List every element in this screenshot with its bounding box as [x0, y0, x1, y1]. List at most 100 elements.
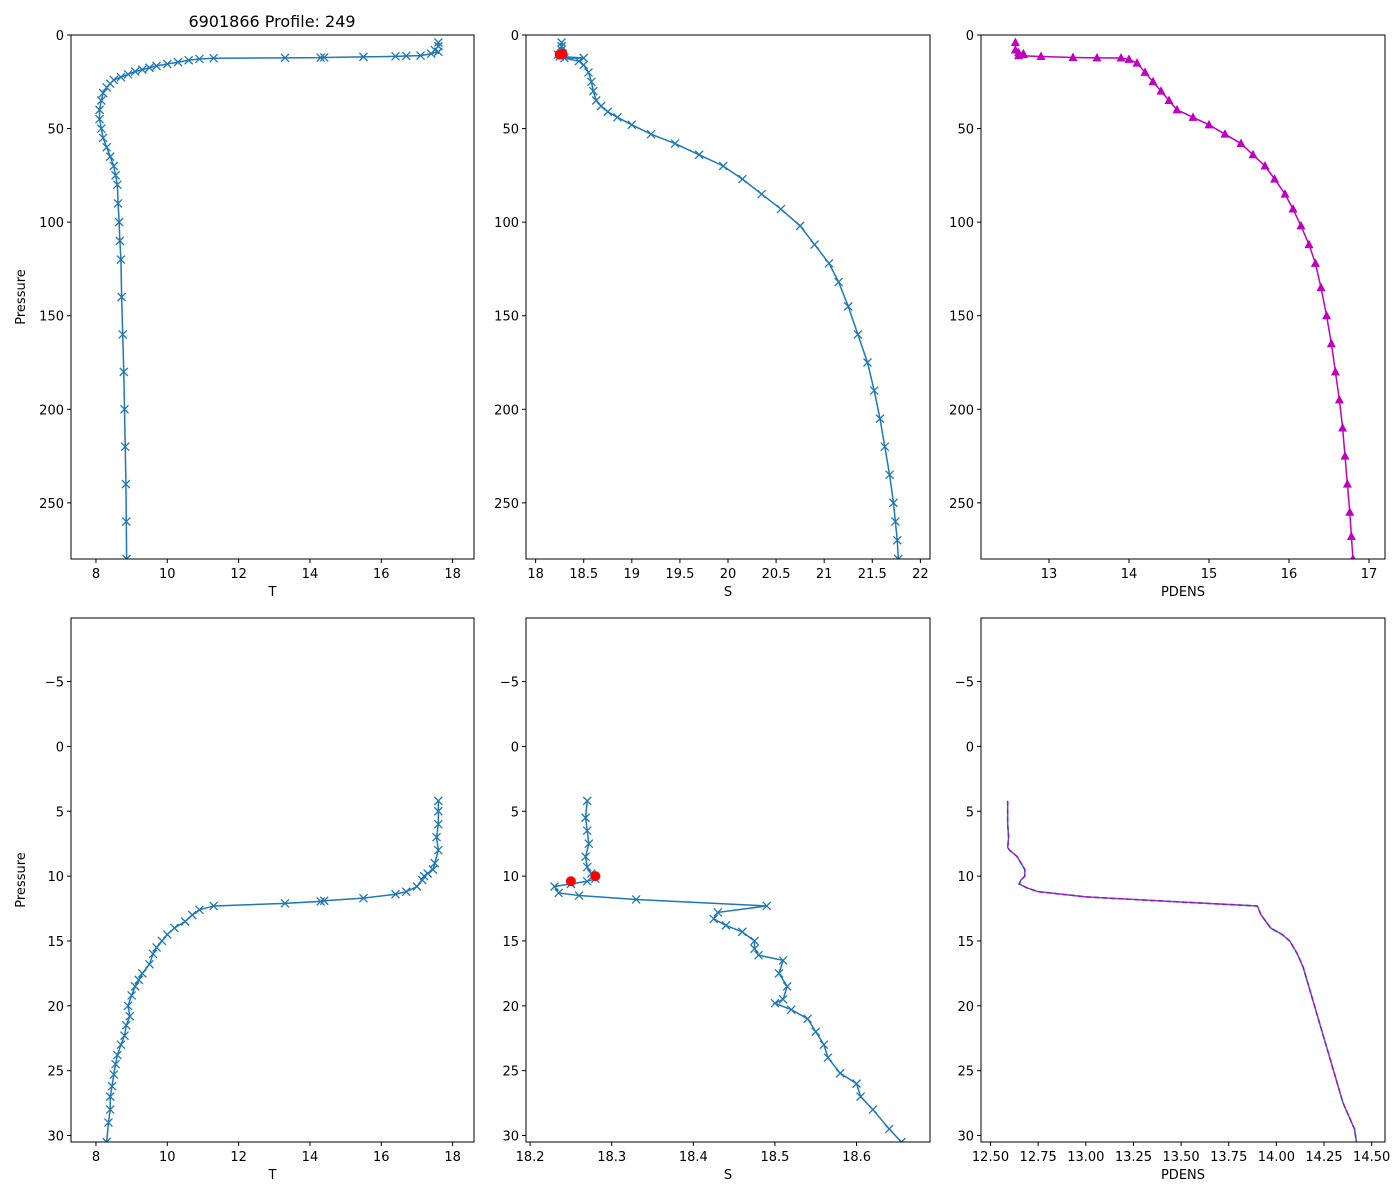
data-point [162, 59, 172, 69]
data-point [579, 60, 589, 70]
y-tick-label: 5 [966, 805, 974, 820]
x-axis-label: S [724, 585, 732, 600]
data-point [105, 152, 115, 162]
subplot-top-sal: 18 18.5 19 19.5 20 20.5 21 21.5 22 0 50 100 150 200 25… [494, 29, 931, 600]
data-point [646, 129, 656, 139]
data-group [1010, 37, 1356, 559]
x-tick-label: 14 [302, 1150, 319, 1165]
data-point [358, 893, 368, 903]
data-point [1204, 119, 1214, 129]
axes-frame [525, 617, 931, 1143]
x-tick-label: 12 [230, 567, 247, 582]
y-tick-label: 0 [56, 740, 64, 755]
data-point [113, 198, 123, 208]
y-tick-label: 0 [511, 740, 519, 755]
data-point [152, 61, 162, 71]
x-tick-label: 20 [720, 567, 737, 582]
data-point [718, 161, 728, 171]
data-point [114, 217, 124, 227]
data-point [116, 72, 126, 82]
data-point [823, 1053, 833, 1063]
data-point [319, 896, 329, 906]
data-point [834, 277, 844, 287]
data-group [1006, 800, 1358, 1142]
data-point [770, 998, 780, 1008]
data-point [184, 55, 194, 65]
data-point [102, 82, 112, 92]
x-tick-label: 14.00 [1258, 1150, 1295, 1165]
data-point [750, 936, 759, 946]
data-point [612, 112, 622, 122]
data-point [888, 498, 898, 508]
data-point [109, 1070, 119, 1080]
x-tick-label: 12.50 [972, 1150, 1009, 1165]
data-point [1296, 220, 1306, 230]
data-point [130, 981, 140, 991]
data-point [757, 189, 767, 199]
y-tick-label: 150 [39, 310, 64, 325]
data-point [194, 905, 204, 915]
data-point [890, 517, 900, 527]
y-tick-label: 20 [502, 1000, 519, 1015]
data-point [754, 950, 764, 960]
data-point [319, 52, 329, 62]
x-tick-label: 18 [444, 567, 461, 582]
data-point [401, 887, 411, 897]
data-point [582, 862, 592, 872]
series-line-dashed-PDENS [1006, 800, 1358, 1142]
data-point [863, 358, 872, 367]
data-point [875, 414, 885, 424]
data-point [401, 51, 411, 61]
x-tick-label: 14.25 [1305, 1150, 1342, 1165]
y-tick-label: 0 [56, 29, 64, 44]
data-point [581, 813, 591, 823]
data-point [119, 367, 129, 377]
data-point [582, 876, 592, 886]
y-tick-label: 200 [494, 403, 519, 418]
data-point [109, 161, 119, 171]
data-point [786, 1005, 796, 1015]
data-point [1322, 310, 1332, 320]
x-tick-label: 14 [302, 567, 319, 582]
data-point [433, 819, 443, 829]
data-point [391, 889, 400, 899]
data-point [603, 107, 613, 117]
data-point [709, 914, 719, 924]
data-point [892, 535, 902, 545]
x-tick-label: 21.5 [858, 567, 887, 582]
y-tick-label: 250 [39, 497, 64, 512]
data-point [102, 1137, 112, 1142]
data-point [670, 139, 680, 149]
axes-frame [70, 617, 475, 1143]
data-point [1345, 507, 1355, 516]
data-point [1350, 554, 1356, 559]
data-point [778, 994, 788, 1004]
x-tick-label: 12 [230, 1150, 247, 1165]
data-point [579, 53, 589, 63]
data-point [856, 1092, 866, 1102]
x-tick-label: 18.5 [569, 567, 598, 582]
y-tick-label: 100 [949, 216, 974, 231]
x-axis-label: PDENS [1161, 585, 1205, 600]
data-point [180, 917, 190, 926]
data-point [880, 442, 890, 452]
data-point [123, 1001, 133, 1011]
data-point [391, 51, 400, 61]
data-point [1340, 451, 1350, 460]
y-tick-label: −5 [955, 676, 974, 691]
data-point [1014, 50, 1024, 60]
data-group [553, 38, 903, 559]
data-point [721, 920, 731, 930]
x-axis-label: T [268, 1168, 277, 1183]
data-group [550, 796, 906, 1142]
data-point [582, 796, 592, 806]
data-point [95, 114, 104, 124]
data-point [852, 1079, 862, 1089]
x-tick-label: 12.75 [1020, 1150, 1057, 1165]
data-point [1346, 531, 1356, 541]
data-point [120, 442, 130, 452]
data-point [358, 52, 368, 62]
x-tick-label: 18.4 [679, 1150, 708, 1165]
x-tick-label: 14 [1121, 567, 1138, 582]
